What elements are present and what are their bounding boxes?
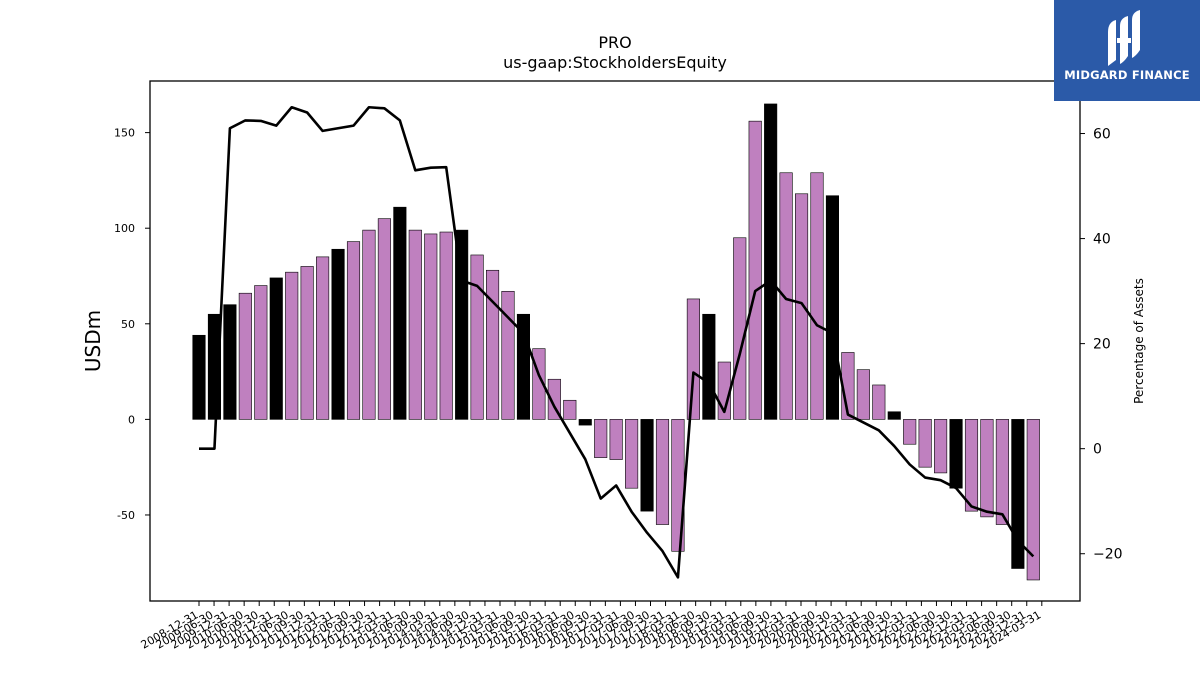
bar <box>825 195 840 420</box>
bar <box>764 103 778 420</box>
line-layer <box>199 105 1035 579</box>
bar <box>1026 419 1040 581</box>
y-axis-label: USDm <box>81 310 105 372</box>
y-tick-label: 100 <box>114 222 135 235</box>
bars-layer <box>192 103 1040 581</box>
bar <box>192 334 206 420</box>
bar <box>455 229 469 420</box>
bar <box>995 419 1009 525</box>
bar <box>702 313 716 420</box>
bar <box>594 419 608 458</box>
y-tick-label: 50 <box>121 318 135 331</box>
series-line <box>199 105 1035 579</box>
bar <box>934 419 948 474</box>
bar <box>918 419 932 468</box>
midgard-logo-icon <box>1108 10 1140 66</box>
bar <box>655 419 670 525</box>
bar <box>578 419 592 426</box>
bar <box>238 292 252 420</box>
bar <box>501 290 515 420</box>
bar <box>393 206 407 420</box>
bar <box>686 298 700 420</box>
bar <box>980 419 994 518</box>
y-tick-label: 0 <box>128 413 135 426</box>
bar <box>640 419 654 512</box>
bar <box>547 378 561 420</box>
bar <box>949 419 963 489</box>
bar <box>408 229 422 420</box>
bar <box>424 233 438 420</box>
bar <box>794 193 809 420</box>
bar <box>779 172 793 420</box>
y2-tick-label: 0 <box>1093 442 1102 458</box>
y2-tick-label: 60 <box>1093 127 1111 143</box>
bar <box>470 254 484 420</box>
bar <box>285 271 299 420</box>
bar <box>485 269 500 420</box>
bar <box>377 218 391 420</box>
y2-axis-label: Percentage of Assets <box>1132 278 1146 404</box>
bar <box>563 399 577 420</box>
bar <box>625 419 639 489</box>
bar <box>316 256 330 420</box>
bar <box>254 285 268 420</box>
bar <box>346 241 361 420</box>
midgard-finance-logo: MIDGARD FINANCE <box>1054 0 1200 101</box>
bar <box>903 419 917 445</box>
bar <box>733 237 747 420</box>
bar <box>964 419 979 512</box>
bar <box>1011 419 1025 569</box>
bar <box>609 419 623 460</box>
bar <box>872 384 886 420</box>
bar <box>748 120 762 420</box>
y2-tick-label: −20 <box>1093 547 1123 563</box>
bar <box>331 248 345 420</box>
bar <box>810 172 824 420</box>
bar <box>439 231 453 420</box>
chart-title: PRO <box>598 33 631 52</box>
bar <box>223 304 237 420</box>
y-tick-label: -50 <box>117 509 135 522</box>
bar <box>362 229 376 420</box>
chart-subtitle: us-gaap:StockholdersEquity <box>503 53 727 72</box>
plot-frame <box>149 80 1081 602</box>
bar <box>300 266 314 420</box>
bar <box>856 369 870 420</box>
y2-tick-label: 20 <box>1093 337 1111 353</box>
bar <box>887 411 901 420</box>
brand-name: MIDGARD FINANCE <box>1064 68 1190 82</box>
y-tick-label: 150 <box>114 127 135 140</box>
y2-tick-label: 40 <box>1093 232 1111 248</box>
bar <box>269 277 283 420</box>
